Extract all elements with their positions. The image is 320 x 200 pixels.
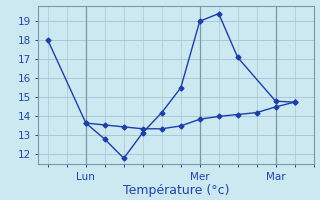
- X-axis label: Température (°c): Température (°c): [123, 184, 229, 197]
